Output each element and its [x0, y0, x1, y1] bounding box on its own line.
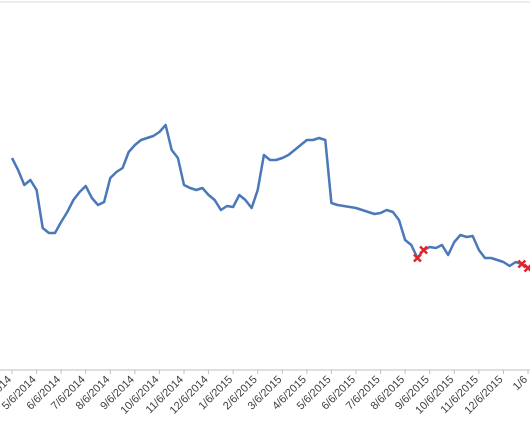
x-tick-label: 1/6	[511, 374, 530, 393]
price-line	[10, 123, 529, 270]
data-marker	[419, 245, 428, 255]
data-marker	[517, 259, 527, 269]
data-marker	[413, 253, 422, 263]
data-marker	[523, 263, 530, 273]
